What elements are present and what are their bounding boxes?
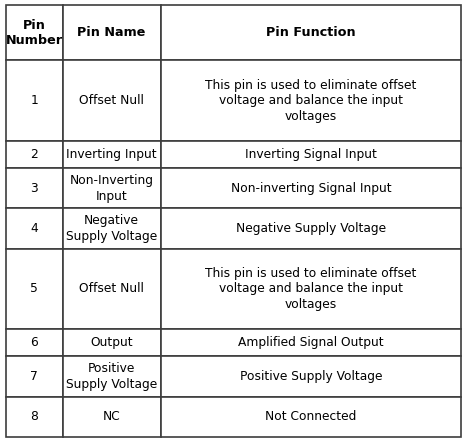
Bar [161,356,461,396]
Bar [63,5,161,61]
Bar [63,209,161,248]
Text: 6: 6 [30,336,38,349]
Bar [161,5,461,61]
Text: Pin
Number: Pin Number [6,19,63,47]
Bar [161,168,461,209]
Bar [161,141,461,168]
Bar [63,248,161,329]
Text: Pin Name: Pin Name [78,27,146,39]
Bar [63,168,161,209]
Bar [6,356,63,396]
Text: Positive Supply Voltage: Positive Supply Voltage [240,370,382,383]
Bar [161,329,461,356]
Text: Output: Output [90,336,133,349]
Text: 7: 7 [30,370,38,383]
Text: Pin Function: Pin Function [266,27,356,39]
Text: Offset Null: Offset Null [79,282,144,295]
Text: 2: 2 [30,148,38,161]
Text: Positive
Supply Voltage: Positive Supply Voltage [66,362,157,391]
Text: Not Connected: Not Connected [265,410,357,423]
Text: This pin is used to eliminate offset
voltage and balance the input
voltages: This pin is used to eliminate offset vol… [205,79,417,122]
Bar [63,329,161,356]
Text: Inverting Input: Inverting Input [66,148,157,161]
Bar [6,329,63,356]
Bar [161,248,461,329]
Text: Non-inverting Signal Input: Non-inverting Signal Input [231,182,391,195]
Bar [6,396,63,437]
Text: 5: 5 [30,282,38,295]
Bar [6,5,63,61]
Bar [6,141,63,168]
Bar [161,209,461,248]
Text: 8: 8 [30,410,38,423]
Text: This pin is used to eliminate offset
voltage and balance the input
voltages: This pin is used to eliminate offset vol… [205,267,417,311]
Text: Negative
Supply Voltage: Negative Supply Voltage [66,214,157,243]
Bar [63,356,161,396]
Text: Inverting Signal Input: Inverting Signal Input [245,148,377,161]
Bar [161,396,461,437]
Bar [63,396,161,437]
Text: Non-Inverting
Input: Non-Inverting Input [70,174,154,202]
Text: 3: 3 [30,182,38,195]
Bar [63,61,161,141]
Text: 1: 1 [30,94,38,107]
Bar [6,209,63,248]
Bar [63,141,161,168]
Bar [6,61,63,141]
Text: Amplified Signal Output: Amplified Signal Output [238,336,384,349]
Bar [161,61,461,141]
Bar [6,168,63,209]
Text: Offset Null: Offset Null [79,94,144,107]
Text: Negative Supply Voltage: Negative Supply Voltage [236,222,386,235]
Text: 4: 4 [30,222,38,235]
Text: NC: NC [103,410,120,423]
Bar [6,248,63,329]
